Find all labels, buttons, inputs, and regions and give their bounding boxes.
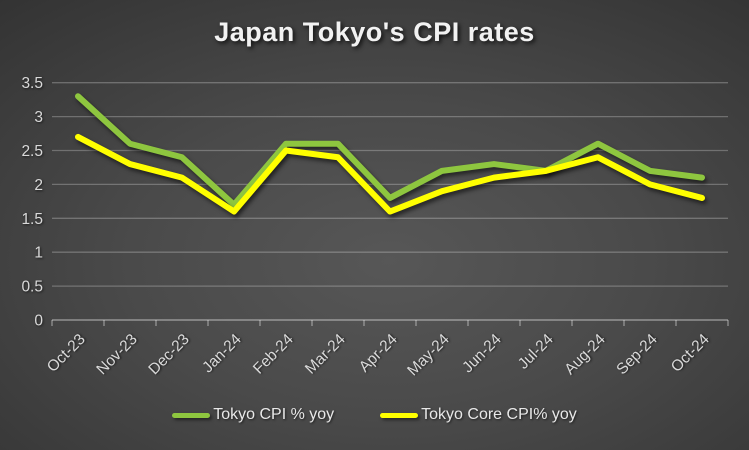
x-axis-tick-label: May-24 — [404, 331, 453, 380]
x-axis-tick-label: Aug-24 — [561, 331, 609, 379]
x-axis-tick-label: Jul-24 — [515, 331, 557, 373]
y-axis-tick-label: 3 — [34, 109, 43, 126]
x-axis-tick-label: Oct-24 — [668, 331, 713, 376]
x-axis-tick-label: Apr-24 — [356, 331, 401, 376]
x-axis-tick-label: Jan-24 — [199, 331, 245, 377]
chart-title: Japan Tokyo's CPI rates — [214, 17, 535, 47]
y-axis-tick-label: 1.5 — [21, 211, 43, 228]
y-axis-tick-label: 1 — [34, 245, 43, 262]
x-axis-tick-label: Jun-24 — [459, 331, 505, 377]
x-axis-tick-label: Mar-24 — [302, 331, 349, 378]
series-line-tokyo-cpi-yoy — [75, 93, 705, 208]
legend-label-tokyo-core-cpi: Tokyo Core CPI% yoy — [421, 406, 577, 423]
series-line-tokyo-core-cpi-yoy — [75, 133, 705, 215]
legend-line-swatch-tokyo-core-cpi — [380, 412, 419, 418]
x-axis-tick-label: Dec-23 — [145, 331, 192, 378]
x-axis-tick-label: Feb-24 — [250, 331, 297, 378]
legend-line-swatch-tokyo-cpi — [172, 412, 211, 418]
y-axis-tick-label: 2.5 — [21, 143, 43, 160]
y-axis-tick-label: 0 — [34, 313, 43, 330]
x-axis-tick-label: Oct-23 — [44, 331, 89, 376]
y-axis-tick-label: 3.5 — [21, 75, 43, 92]
y-axis-tick-label: 2 — [34, 177, 43, 194]
legend-item-tokyo-cpi: Tokyo CPI % yoy — [172, 406, 334, 424]
x-axis-tick-label: Nov-23 — [93, 331, 140, 378]
legend-item-tokyo-core-cpi: Tokyo Core CPI% yoy — [380, 406, 577, 424]
legend-label-tokyo-cpi: Tokyo CPI % yoy — [213, 406, 335, 423]
y-axis-tick-label: 0.5 — [21, 279, 43, 296]
chart-legend: Tokyo CPI % yoy Tokyo Core CPI% yoy — [0, 406, 749, 424]
x-axis-tick-label: Sep-24 — [613, 331, 661, 379]
